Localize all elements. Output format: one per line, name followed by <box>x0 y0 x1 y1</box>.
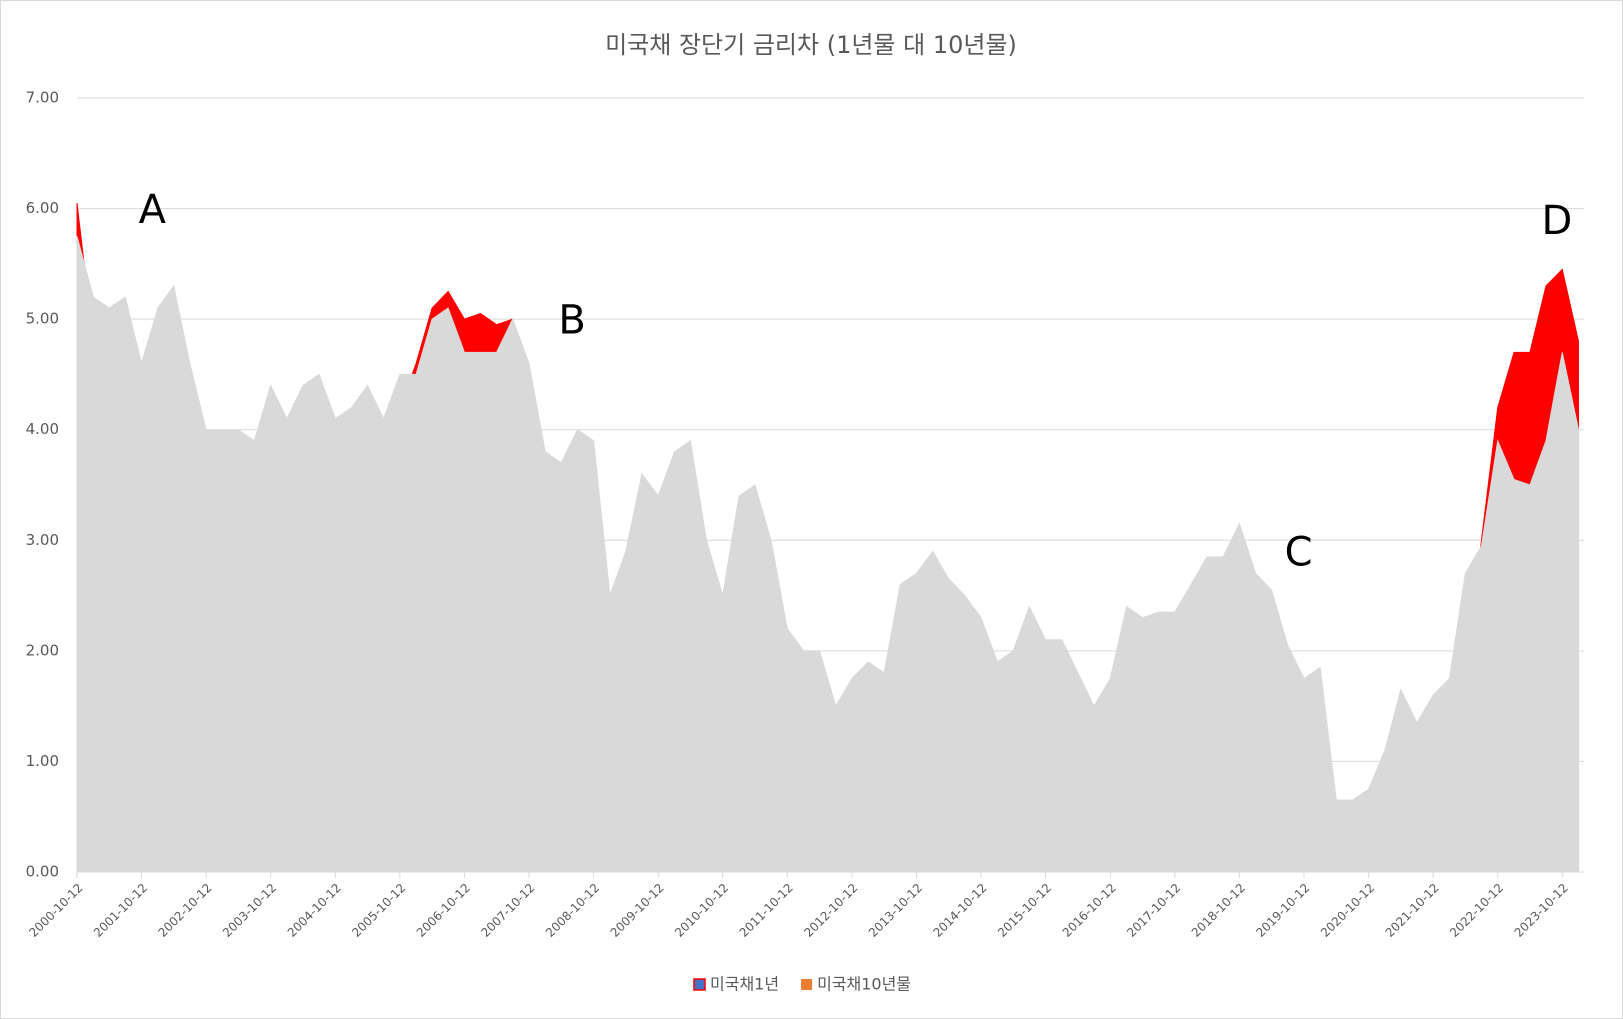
y-tick-label: 5.00 <box>26 310 59 328</box>
annotation: B <box>558 297 585 343</box>
chart-title: 미국채 장단기 금리차 (1년물 대 10년물) <box>605 31 1017 59</box>
legend-swatch <box>801 979 813 990</box>
annotation: A <box>139 187 167 233</box>
legend-swatch <box>693 978 706 991</box>
legend-label: 미국채1년 <box>710 975 779 994</box>
annotation: C <box>1285 530 1313 576</box>
series-area <box>76 236 1580 873</box>
y-tick-label: 3.00 <box>26 531 59 549</box>
y-tick-label: 6.00 <box>26 199 59 217</box>
annotation: D <box>1542 198 1573 244</box>
y-tick-label: 4.00 <box>26 420 59 438</box>
y-tick-label: 2.00 <box>26 641 59 659</box>
legend-label: 미국채10년물 <box>817 975 911 994</box>
y-tick-label: 7.00 <box>26 89 59 107</box>
y-tick-label: 0.00 <box>26 863 59 881</box>
y-tick-label: 1.00 <box>26 752 59 770</box>
areas <box>76 202 1580 873</box>
